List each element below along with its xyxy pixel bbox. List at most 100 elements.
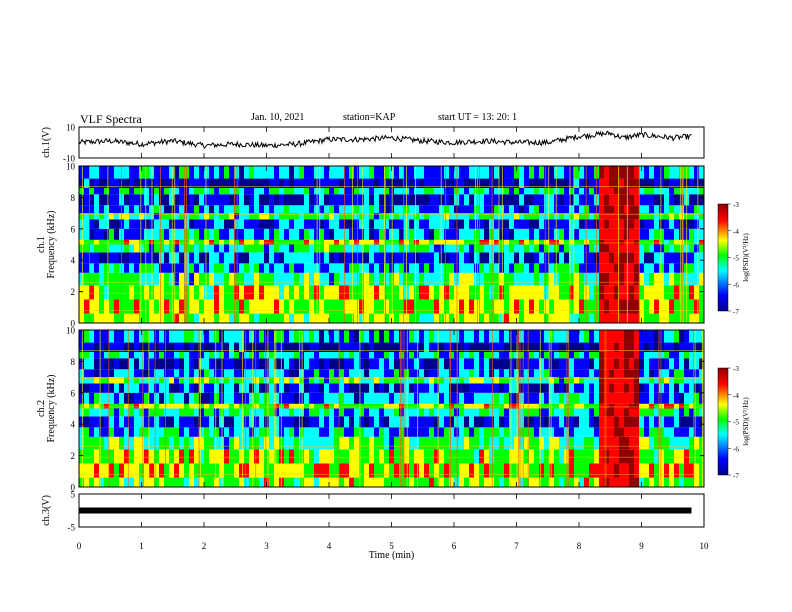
spectro-cell — [174, 369, 180, 378]
spectro-cell — [464, 427, 470, 437]
spectro-cell — [524, 408, 530, 417]
spectro-cell — [689, 427, 695, 437]
spectro-cell — [674, 383, 680, 393]
spectro-cell — [424, 313, 430, 323]
spectro-cell — [444, 187, 450, 195]
y-axis-label: ch.3(V) — [41, 495, 52, 526]
spectro-cell — [374, 342, 380, 352]
spectro-cell — [579, 408, 585, 417]
spectro-cell — [84, 178, 90, 188]
spectro-cell — [629, 358, 635, 370]
spectro-cell — [144, 449, 150, 464]
spectro-cell — [204, 263, 210, 273]
spectro-cell — [509, 244, 515, 253]
spectro-cell — [369, 178, 375, 188]
spectro-cell — [254, 369, 260, 378]
spectro-cell — [514, 166, 520, 179]
spectro-cell — [369, 252, 375, 264]
spectro-cell — [84, 285, 90, 300]
spectro-cell — [409, 313, 415, 323]
spectro-cell — [519, 463, 525, 478]
spectro-cell — [214, 219, 220, 229]
spectro-cell — [279, 213, 285, 220]
spectro-cell — [604, 263, 610, 273]
spectro-cell — [224, 403, 230, 409]
spectro-cell — [209, 272, 215, 286]
spectro-cell — [339, 449, 345, 464]
spectro-cell — [519, 477, 525, 487]
spectro-cell — [249, 252, 255, 264]
spectro-cell — [269, 228, 275, 240]
spectro-cell — [679, 299, 685, 314]
spectro-cell — [144, 369, 150, 378]
spectro-cell — [194, 383, 200, 393]
spectro-cell — [439, 449, 445, 464]
spectro-cell — [654, 383, 660, 393]
spectro-cell — [444, 299, 450, 314]
spectro-cell — [304, 313, 310, 323]
spectro-cell — [374, 449, 380, 464]
spectro-cell — [169, 463, 175, 478]
spectro-cell — [124, 252, 130, 264]
spectro-cell — [294, 187, 300, 195]
spectro-cell — [294, 244, 300, 253]
spectro-cell — [659, 299, 665, 314]
spectro-cell — [229, 408, 235, 417]
spectro-cell — [219, 187, 225, 195]
spectro-cell — [514, 239, 520, 245]
spectro-cell — [569, 263, 575, 273]
spectro-cell — [274, 228, 280, 240]
spectro-cell — [104, 351, 110, 359]
spectro-cell — [309, 342, 315, 352]
spectro-cell — [224, 351, 230, 359]
spectro-cell — [619, 392, 625, 404]
spectro-cell — [689, 403, 695, 409]
spectro-cell — [349, 205, 355, 214]
spectro-cell — [189, 351, 195, 359]
spectro-cell — [444, 436, 450, 450]
spectro-cell — [254, 213, 260, 220]
spectro-cell — [414, 219, 420, 229]
spectro-cell — [614, 228, 620, 240]
spectro-cell — [394, 299, 400, 314]
spectro-cell — [544, 463, 550, 478]
spectro-cell — [259, 392, 265, 404]
spectro-cell — [394, 166, 400, 179]
spectro-cell — [174, 463, 180, 478]
spectro-cell — [239, 194, 245, 206]
spectro-cell — [634, 377, 640, 384]
spectro-cell — [134, 403, 140, 409]
spectro-cell — [334, 178, 340, 188]
spectro-cell — [209, 285, 215, 300]
spectro-cell — [204, 272, 210, 286]
spectro-cell — [134, 239, 140, 245]
spectro-cell — [259, 244, 265, 253]
spectro-cell — [369, 228, 375, 240]
spectro-cell — [464, 377, 470, 384]
spectro-cell — [654, 205, 660, 214]
spectro-cell — [639, 299, 645, 314]
spectro-cell — [619, 285, 625, 300]
spectro-cell — [544, 228, 550, 240]
spectro-cell — [534, 377, 540, 384]
spectro-cell — [259, 351, 265, 359]
spectro-cell — [509, 219, 515, 229]
spectro-cell — [534, 342, 540, 352]
spectro-cell — [214, 239, 220, 245]
spectro-cell — [584, 166, 590, 179]
spectro-cell — [574, 239, 580, 245]
spectro-cell — [374, 166, 380, 179]
spectro-cell — [194, 358, 200, 370]
spectro-cell — [199, 358, 205, 370]
spectro-cell — [374, 477, 380, 487]
spectro-cell — [314, 392, 320, 404]
spectro-cell — [164, 252, 170, 264]
spectro-cell — [524, 205, 530, 214]
spectro-cell — [414, 166, 420, 179]
spectro-cell — [104, 436, 110, 450]
spectro-cell — [259, 369, 265, 378]
spectro-cell — [229, 228, 235, 240]
spectro-cell — [309, 408, 315, 417]
spectro-cell — [479, 313, 485, 323]
spectro-cell — [134, 427, 140, 437]
